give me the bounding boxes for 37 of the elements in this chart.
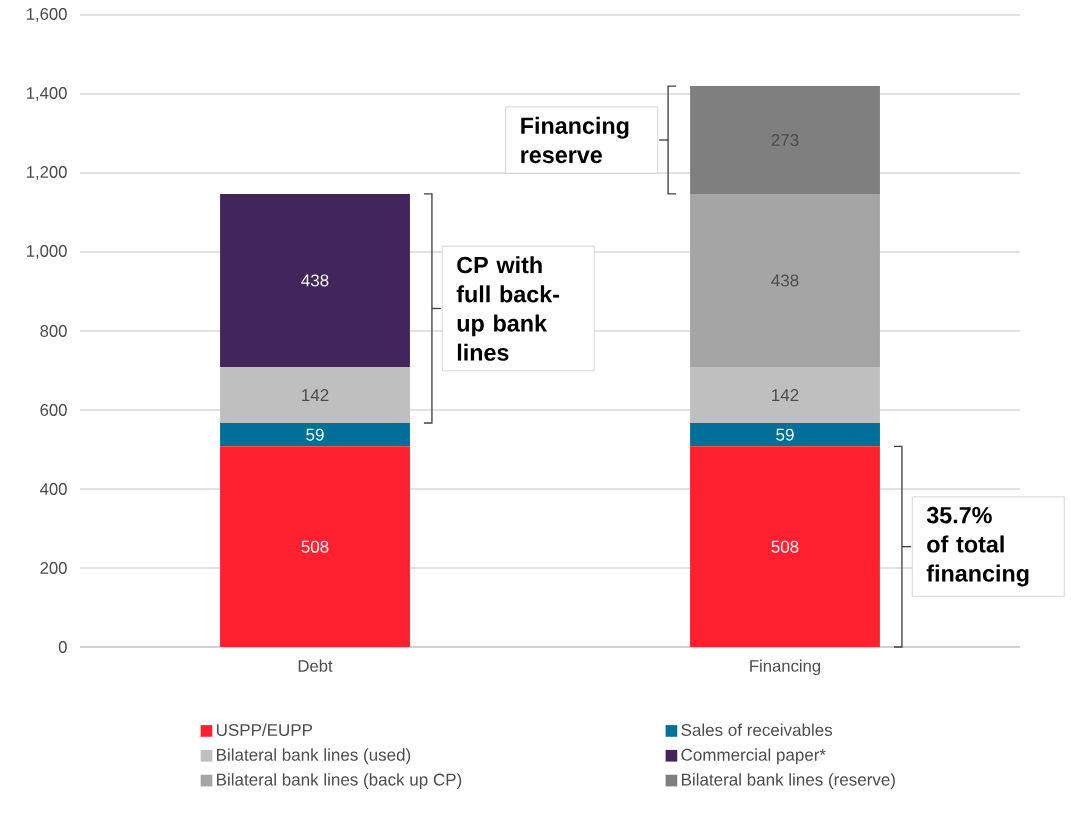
y-tick-label: 800 [40, 325, 67, 337]
bar [220, 446, 410, 647]
annotation: CP with full back-up bank lines [456, 256, 560, 361]
y-tick-label: 200 [40, 562, 67, 574]
x-tick-label: Debt [298, 659, 333, 672]
legend-label: Bilateral bank lines (used) [217, 748, 411, 765]
data-label: 142 [772, 389, 799, 401]
y-tick-label: 600 [40, 404, 67, 416]
bar [690, 366, 880, 424]
data-label: 59 [306, 428, 324, 441]
data-label: 59 [776, 428, 794, 441]
legend-label: Sales of receivables [681, 723, 833, 736]
bar [690, 193, 880, 367]
data-label: 438 [301, 274, 329, 287]
x-tick-label: Financing [750, 659, 821, 676]
data-label: 508 [301, 540, 329, 553]
legend-label: Bilateral bank lines (reserve) [681, 773, 895, 790]
y-tick-label: 1,200 [27, 166, 67, 180]
data-label: 142 [302, 389, 329, 401]
y-tick-label: 400 [40, 483, 67, 495]
y-tick-label: 0 [58, 641, 67, 653]
bar [220, 366, 410, 424]
annotation: Financing reserve [521, 116, 629, 164]
legend-label: Commercial paper* [681, 748, 826, 765]
annotation: 35.7% of total financing [926, 506, 1029, 587]
bar [220, 423, 410, 447]
y-tick-label: 1,400 [27, 87, 67, 101]
data-label: 438 [771, 274, 799, 287]
legend-label: USPP/EUPP [216, 723, 313, 736]
data-label: 508 [771, 540, 799, 553]
legend-label: Bilateral bank lines (back up CP) [217, 773, 462, 790]
y-tick-label: 1,000 [27, 245, 67, 259]
y-tick-label: 1,600 [27, 8, 67, 22]
bar [690, 446, 880, 647]
bar [690, 423, 880, 447]
bar [690, 86, 880, 194]
bar [220, 193, 410, 367]
